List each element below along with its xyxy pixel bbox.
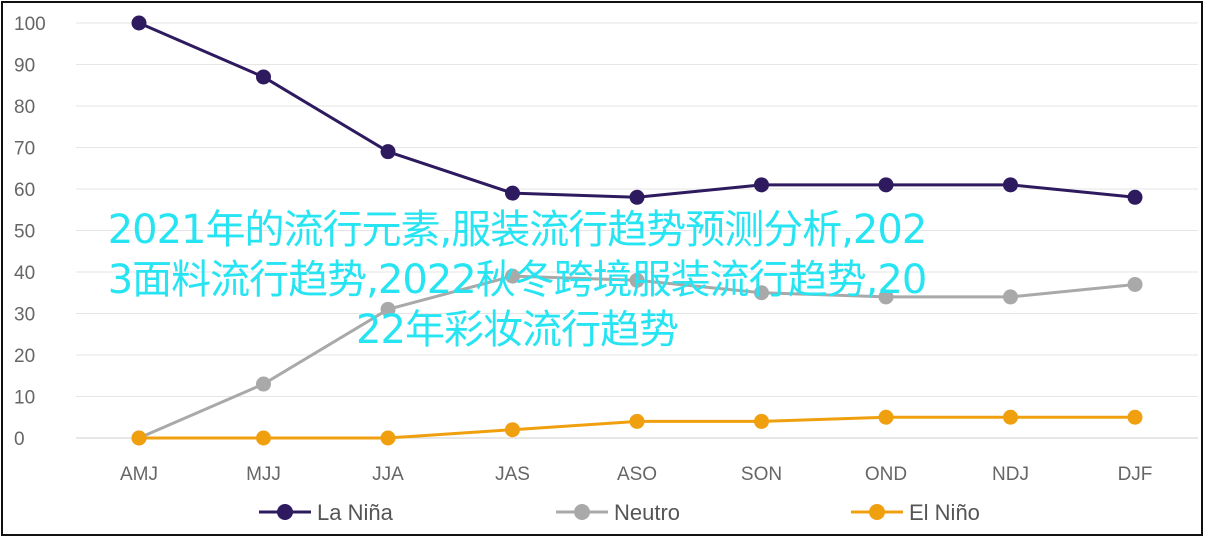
data-point <box>380 301 396 317</box>
x-tick-label: AMJ <box>120 464 158 485</box>
data-point <box>754 413 769 429</box>
data-point <box>256 69 271 85</box>
data-point <box>754 177 769 193</box>
data-point <box>1127 189 1143 205</box>
data-point <box>256 376 271 392</box>
series-2 <box>131 409 1143 446</box>
overlay-line-1: 2021年的流行元素,服装流行趋势预测分析,202 <box>107 207 928 253</box>
data-point <box>505 185 520 201</box>
y-tick-label: 20 <box>14 346 35 367</box>
y-tick-label: 60 <box>14 180 35 201</box>
overlay-line-2: 3面料流行趋势,2022秋冬跨境服装流行趋势,20 <box>107 257 928 303</box>
x-tick-label: JJA <box>372 464 404 485</box>
y-tick-label: 80 <box>14 97 35 118</box>
x-axis-ticks: AMJ MJJ JJA JAS ASO SON OND NDJ DJF <box>120 464 1152 485</box>
x-tick-label: ASO <box>617 464 657 485</box>
overlay-line-3: 22年彩妆流行趋势 <box>356 307 679 353</box>
x-tick-label: JAS <box>495 464 530 485</box>
data-point <box>256 430 271 446</box>
x-tick-label: DJF <box>1118 464 1153 485</box>
legend-marker <box>277 504 293 520</box>
legend-marker <box>869 504 885 520</box>
overlay-caption: 2021年的流行元素,服装流行趋势预测分析,202 3面料流行趋势,2022秋冬… <box>22 205 1012 355</box>
y-tick-label: 100 <box>14 14 46 35</box>
data-point <box>505 268 520 284</box>
data-point <box>1127 409 1143 425</box>
x-tick-label: NDJ <box>992 464 1029 485</box>
data-point <box>1003 177 1018 193</box>
legend-marker <box>574 504 590 520</box>
series-line <box>138 21 1136 199</box>
legend-item: El Niño <box>851 500 980 525</box>
y-tick-label: 30 <box>14 305 35 326</box>
legend-label: Neutro <box>614 500 680 525</box>
y-axis-ticks: 0 10 20 30 40 50 60 70 80 90 100 <box>14 14 46 450</box>
data-point <box>878 289 894 305</box>
legend-label: El Niño <box>909 500 980 525</box>
y-tick-label: 0 <box>14 429 25 450</box>
data-point <box>878 177 894 193</box>
data-point <box>1003 289 1018 305</box>
y-tick-label: 70 <box>14 139 35 160</box>
x-tick-label: OND <box>865 464 907 485</box>
data-point <box>505 422 520 438</box>
data-point <box>629 272 645 288</box>
data-point <box>1003 409 1018 425</box>
x-tick-label: SON <box>741 464 782 485</box>
y-tick-label: 50 <box>14 222 35 243</box>
legend: La Niña Neutro El Niño <box>259 500 980 525</box>
data-point <box>754 285 769 301</box>
series-layer <box>131 15 1143 446</box>
y-tick-label: 90 <box>14 56 35 77</box>
series-0 <box>131 15 1143 205</box>
x-tick-label: MJJ <box>246 464 281 485</box>
data-point <box>629 189 645 205</box>
data-point <box>1127 276 1143 292</box>
y-tick-label: 10 <box>14 388 35 409</box>
data-point <box>131 430 147 446</box>
data-point <box>629 413 645 429</box>
legend-item: Neutro <box>556 500 680 525</box>
y-tick-label: 40 <box>14 263 35 284</box>
legend-label: La Niña <box>317 500 394 525</box>
legend-item: La Niña <box>259 500 394 525</box>
data-point <box>380 144 396 160</box>
data-point <box>878 409 894 425</box>
data-point <box>131 15 147 31</box>
data-point <box>380 430 396 446</box>
